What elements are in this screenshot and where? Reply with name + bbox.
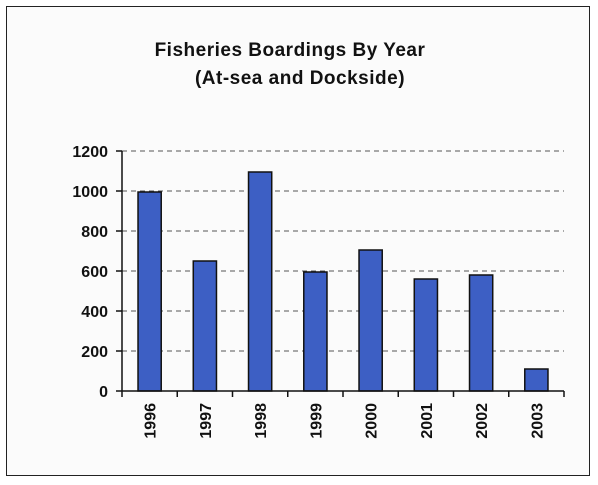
x-tick-label-2003: 2003 xyxy=(529,403,546,439)
bar-2002 xyxy=(468,274,494,392)
bar-1996 xyxy=(137,191,162,392)
bar-1999 xyxy=(303,271,328,392)
y-tick-labels: 0 200 400 600 800 1000 1200 xyxy=(72,144,108,401)
x-tick-label-1999: 1999 xyxy=(308,403,325,439)
gridlines xyxy=(122,150,564,352)
y-tick-label-0: 0 xyxy=(99,384,108,401)
x-tick-label-2001: 2001 xyxy=(419,403,436,439)
bar-2000 xyxy=(358,249,383,392)
x-tick-label-2002: 2002 xyxy=(474,403,491,439)
bars xyxy=(137,171,549,392)
x-tick-label-1997: 1997 xyxy=(198,403,215,439)
bar-1997 xyxy=(192,260,218,392)
chart-title: Fisheries Boardings By Year xyxy=(155,40,426,61)
axes xyxy=(116,150,565,397)
y-tick-label-800: 800 xyxy=(81,224,108,241)
bar-1998 xyxy=(247,171,273,392)
chart-subtitle: (At-sea and Dockside) xyxy=(195,68,405,89)
y-tick-label-600: 600 xyxy=(81,264,108,281)
chart-frame xyxy=(6,6,590,476)
y-tick-label-1000: 1000 xyxy=(72,184,108,201)
bar-2003 xyxy=(524,368,549,392)
bar-2001 xyxy=(413,278,439,392)
y-tick-label-400: 400 xyxy=(81,304,108,321)
x-tick-label-1996: 1996 xyxy=(143,403,160,439)
x-tick-label-1998: 1998 xyxy=(253,403,270,439)
y-tick-label-1200: 1200 xyxy=(72,144,108,161)
y-tick-label-200: 200 xyxy=(81,344,108,361)
x-tick-labels: 1996 1997 1998 1999 2000 2001 2002 2003 xyxy=(143,403,547,439)
x-tick-label-2000: 2000 xyxy=(364,403,381,439)
